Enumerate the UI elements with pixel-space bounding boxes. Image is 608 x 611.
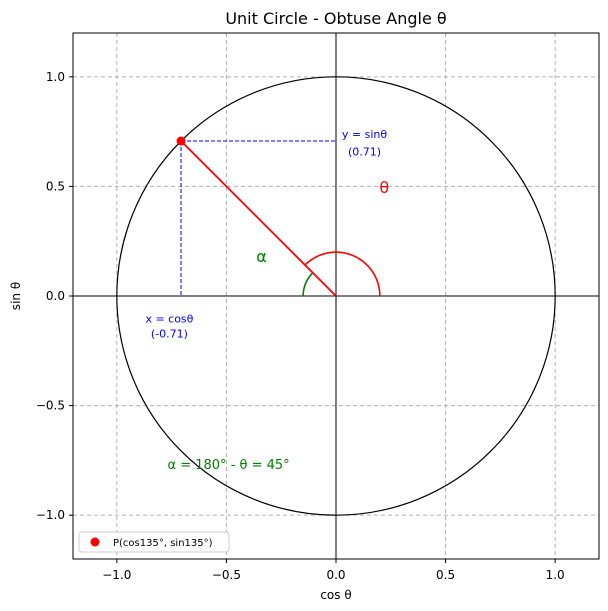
point-p xyxy=(176,136,186,146)
cos-value-label: (-0.71) xyxy=(151,328,188,341)
y-tick-label: 1.0 xyxy=(46,70,65,84)
unit-circle xyxy=(116,76,556,516)
x-tick-label: 1.0 xyxy=(546,568,565,582)
alpha-arc xyxy=(302,272,314,296)
x-tick-label: 0.5 xyxy=(436,568,455,582)
legend: P(cos135°, sin135°) xyxy=(78,531,230,553)
radius-line xyxy=(180,140,337,297)
y-tick-label: 0.5 xyxy=(46,179,65,193)
y-tick-label: 0.0 xyxy=(46,289,65,303)
theta-label: θ xyxy=(379,178,389,197)
legend-label: P(cos135°, sin135°) xyxy=(113,538,213,549)
legend-marker xyxy=(90,537,100,547)
cos-label-line1: x = cosθ xyxy=(145,312,193,325)
plot-marks xyxy=(116,76,556,516)
annotations: y = sinθ (0.71) x = cosθ (-0.71) θ α α = 180° … xyxy=(145,128,389,473)
x-axis-label: cos θ xyxy=(320,588,351,602)
sin-label-line1: y = sinθ xyxy=(342,128,387,141)
y-tick-label: −1.0 xyxy=(36,508,65,522)
x-tick-label: −0.5 xyxy=(212,568,241,582)
legend-box xyxy=(78,531,230,553)
sin-value-label: (0.71) xyxy=(348,146,381,159)
theta-arc xyxy=(304,251,381,297)
y-tick-label: −0.5 xyxy=(36,399,65,413)
alpha-formula-label: α = 180° - θ = 45° xyxy=(168,458,290,473)
x-tick-label: −1.0 xyxy=(102,568,131,582)
x-tick-label: 0.0 xyxy=(326,568,345,582)
y-axis-label: sin θ xyxy=(9,282,23,310)
alpha-label: α xyxy=(256,247,267,266)
chart-title: Unit Circle - Obtuse Angle θ xyxy=(225,9,446,28)
ticks: −1.0 −0.5 0.0 0.5 1.0 −1.0 −0.5 0.0 0.5 1.0 xyxy=(36,70,565,582)
